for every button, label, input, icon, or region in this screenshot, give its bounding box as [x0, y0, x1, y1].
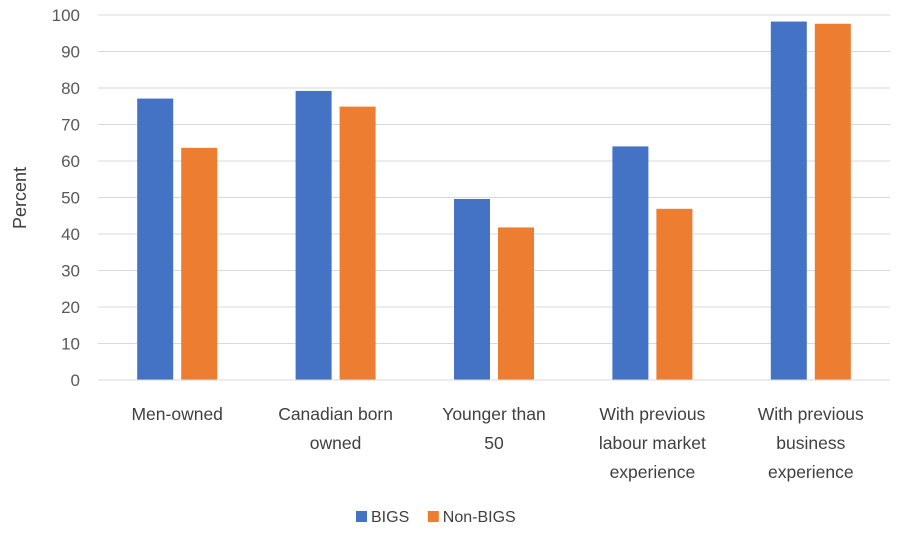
- bar-bigs: [137, 98, 174, 381]
- y-tick-label: 40: [61, 225, 80, 244]
- legend-swatch: [356, 511, 367, 522]
- gridlines: [98, 14, 890, 344]
- y-tick-label: 20: [61, 298, 80, 317]
- y-tick-label: 30: [61, 262, 80, 281]
- bar-bigs: [295, 90, 332, 381]
- bar-non-bigs: [339, 106, 376, 381]
- y-tick-label: 100: [52, 6, 80, 25]
- legend-swatch: [427, 511, 439, 522]
- y-tick-label: 60: [61, 152, 80, 171]
- y-tick-label: 10: [61, 335, 80, 354]
- bar-non-bigs: [656, 208, 693, 380]
- legend-label: Non-BIGS: [443, 509, 516, 526]
- bar-bigs: [770, 21, 807, 380]
- bar-bigs: [454, 198, 490, 380]
- y-tick-label: 70: [61, 116, 80, 135]
- legend-label: BIGS: [371, 509, 409, 526]
- legend: BIGS Non-BIGS: [356, 509, 516, 526]
- bar-non-bigs: [181, 147, 218, 380]
- y-axis-label: Percent: [10, 167, 30, 229]
- x-category-label: Canadian born owned: [278, 404, 393, 453]
- x-category-label: Younger than 50: [442, 404, 545, 453]
- x-category-label: With previous labour market experience: [599, 404, 706, 482]
- y-axis-ticks: 0 10 20 30 40 50 60 70 80 90 100: [52, 6, 80, 390]
- x-category-label: Men-owned: [131, 404, 222, 424]
- bars: [137, 21, 851, 381]
- y-tick-label: 80: [61, 79, 80, 98]
- y-tick-label: 0: [71, 371, 80, 390]
- x-category-label: With previous business experience: [758, 404, 864, 482]
- bar-non-bigs: [814, 23, 851, 380]
- y-tick-label: 90: [61, 43, 80, 62]
- bar-non-bigs: [498, 227, 534, 380]
- y-tick-label: 50: [61, 189, 80, 208]
- category-labels: Men-owned Canadian born owned Younger than 5…: [131, 404, 864, 482]
- bar-bigs: [612, 146, 649, 380]
